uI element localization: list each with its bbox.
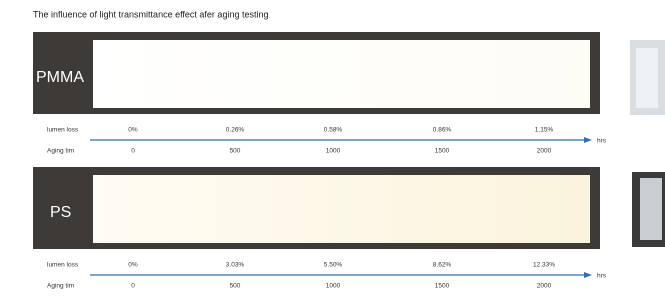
row-label: Aging tim	[47, 283, 74, 290]
row-label: Aging tim	[47, 148, 74, 155]
aging-time: 0	[131, 283, 135, 290]
aging-time: 0	[131, 148, 135, 155]
panel-window	[93, 175, 590, 243]
sample-photo-highlight	[640, 178, 662, 240]
lumen-loss: 0%	[128, 127, 138, 134]
lumen-loss: 0.58%	[324, 127, 343, 134]
arrow-head	[584, 137, 592, 143]
lumen-loss: 1.15%	[535, 127, 554, 134]
lumen-loss: 12.33%	[533, 262, 555, 269]
sample-photo-highlight	[636, 48, 658, 108]
lumen-loss: 0%	[128, 262, 138, 269]
aging-time: 500	[230, 148, 241, 155]
row-label: lumen loss	[47, 262, 79, 269]
aging-time: 1000	[326, 148, 341, 155]
lumen-loss: 8.62%	[433, 262, 452, 269]
arrow-head	[584, 272, 592, 278]
row-label: lumen loss	[47, 127, 79, 134]
lumen-loss: 5.50%	[324, 262, 343, 269]
lumen-loss: 0.26%	[226, 127, 245, 134]
page: The influence of light transmittance eff…	[0, 0, 665, 293]
aging-time: 2000	[537, 283, 552, 290]
lumen-loss: 0.86%	[433, 127, 452, 134]
aging-time: 1500	[435, 148, 450, 155]
material-label: PS	[50, 204, 71, 221]
aging-time: 2000	[537, 148, 552, 155]
aging-time: 500	[230, 283, 241, 290]
material-label: PMMA	[36, 69, 84, 86]
unit: hrs	[597, 273, 607, 280]
panel-window	[93, 40, 590, 108]
aging-time: 1500	[435, 283, 450, 290]
title: The influence of light transmittance eff…	[33, 9, 268, 19]
unit: hrs	[597, 138, 607, 145]
aging-time: 1000	[326, 283, 341, 290]
lumen-loss: 3.03%	[226, 262, 245, 269]
